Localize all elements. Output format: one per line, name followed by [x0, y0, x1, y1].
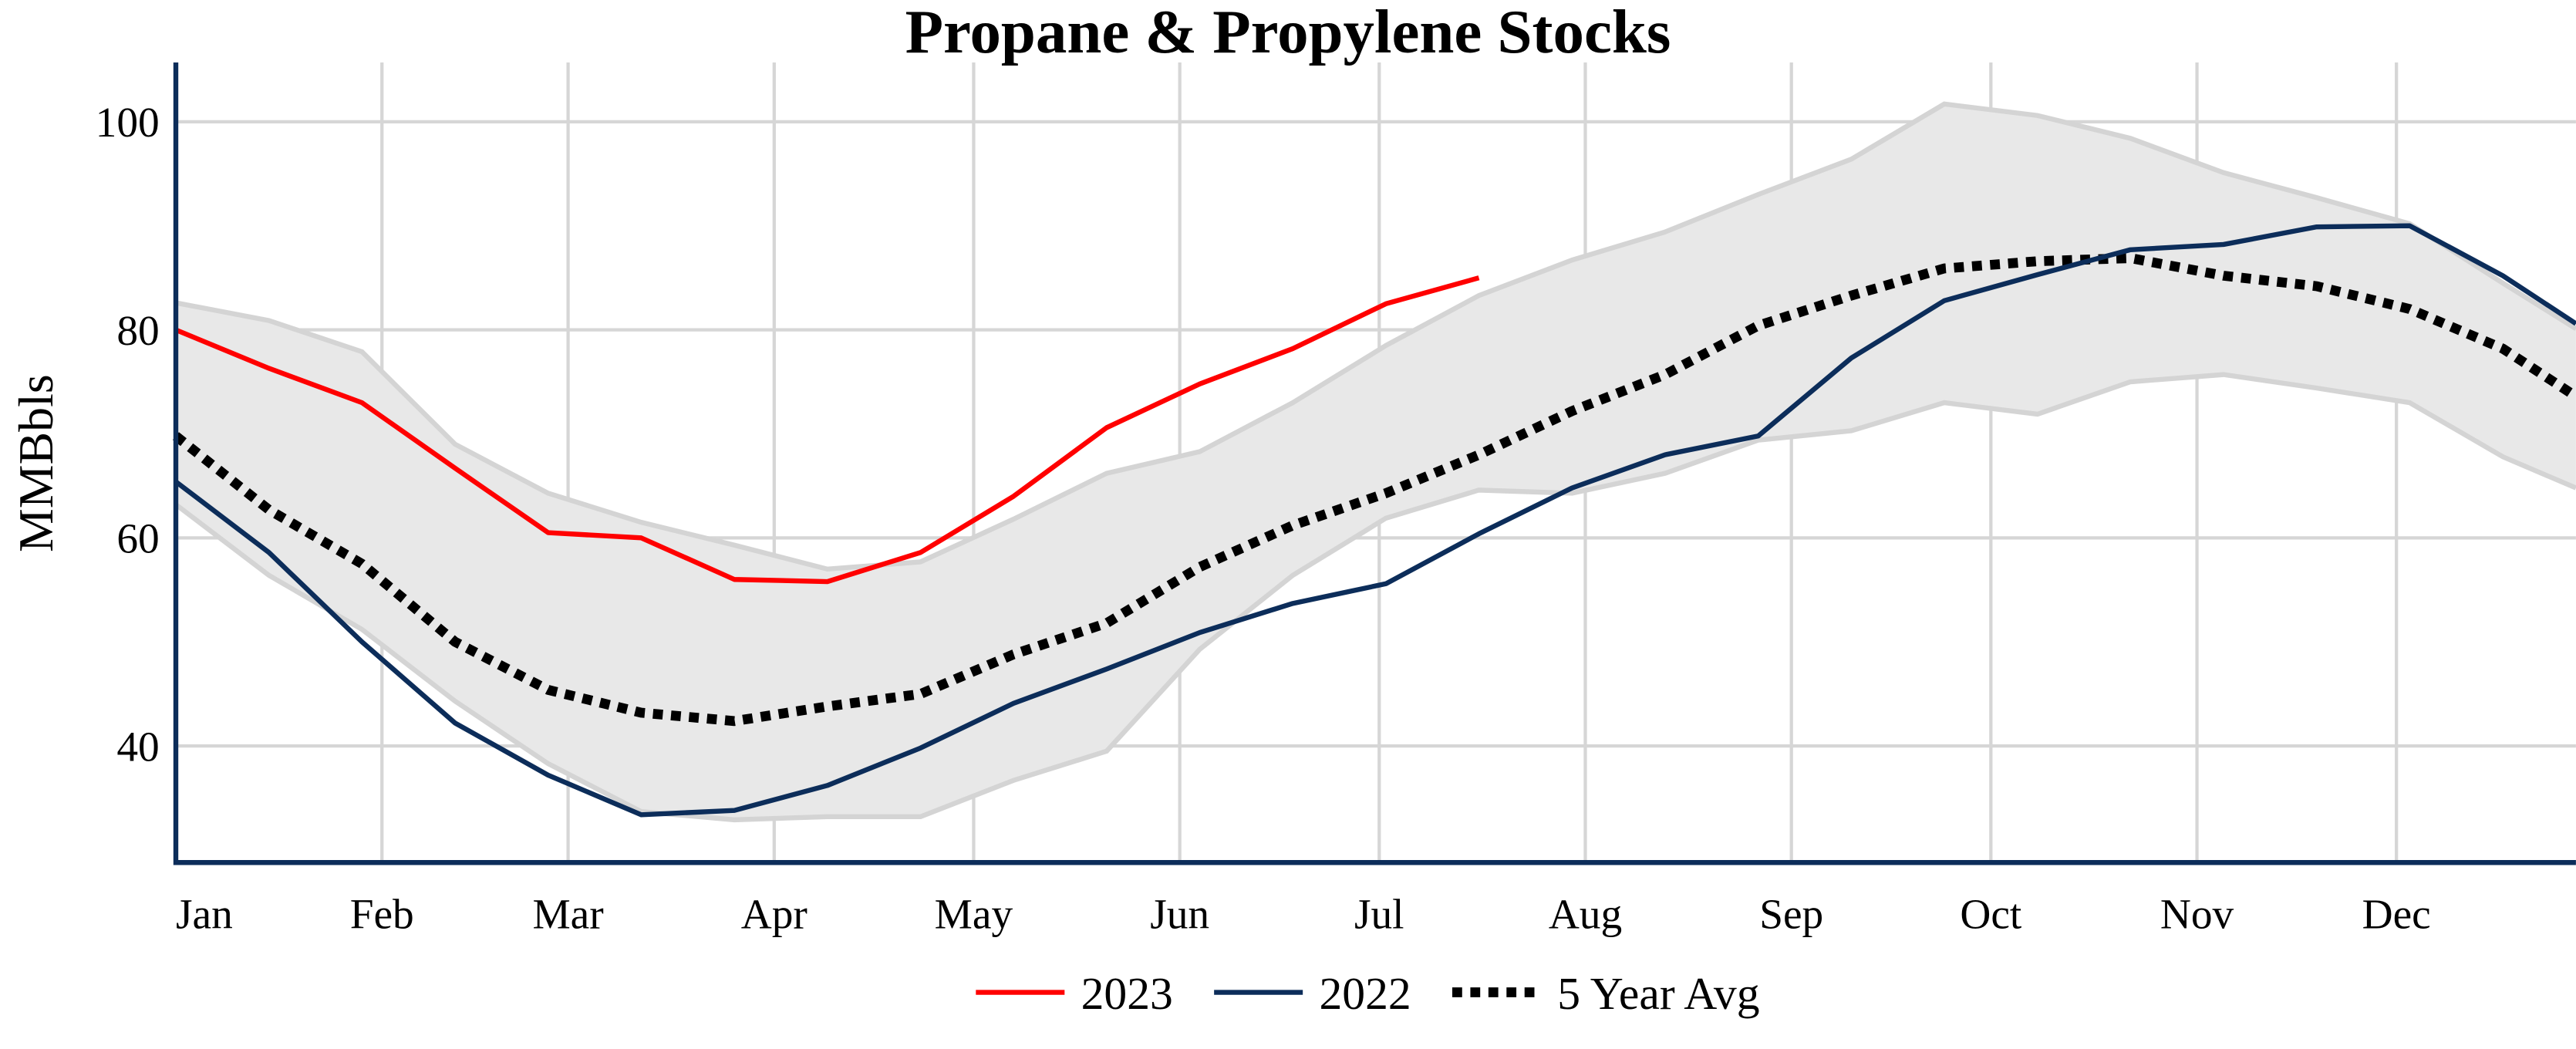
series-line: [174, 275, 1480, 585]
band-lower-edge: [174, 372, 2576, 823]
x-tick-label: Dec: [2362, 890, 2431, 937]
x-tick-label: Feb: [350, 890, 414, 937]
x-tick-label: Aug: [1549, 890, 1622, 937]
y-tick-label: 100: [96, 99, 160, 146]
x-tick-label: Sep: [1759, 890, 1823, 937]
y-axis-label: MMBbls: [8, 374, 63, 552]
chart-title: Propane & Propylene Stocks: [905, 0, 1671, 66]
legend-item: 5 Year Avg: [1452, 968, 1760, 1019]
x-tick-label: Jan: [176, 890, 233, 937]
y-tick-label: 40: [116, 723, 159, 770]
series-line: [173, 253, 2576, 727]
range-band: [175, 103, 2576, 820]
x-tick-label: Jun: [1150, 890, 1209, 937]
band-upper-edge: [175, 101, 2576, 572]
x-tick-label: May: [935, 890, 1013, 937]
y-tick-label: 80: [116, 307, 159, 354]
x-tick-label: Nov: [2160, 890, 2234, 937]
x-tick-label: Mar: [532, 890, 603, 937]
legend-label: 2023: [1081, 968, 1173, 1019]
series-line: [174, 223, 2576, 818]
legend-label: 2022: [1319, 968, 1411, 1019]
x-tick-label: Oct: [1960, 890, 2022, 937]
legend-item: 2023: [976, 968, 1173, 1019]
y-tick-label: 60: [116, 515, 159, 562]
x-tick-label: Jul: [1354, 890, 1404, 937]
legend-label: 5 Year Avg: [1557, 968, 1759, 1019]
x-tick-label: Apr: [741, 890, 808, 937]
legend-item: 2022: [1214, 968, 1411, 1019]
